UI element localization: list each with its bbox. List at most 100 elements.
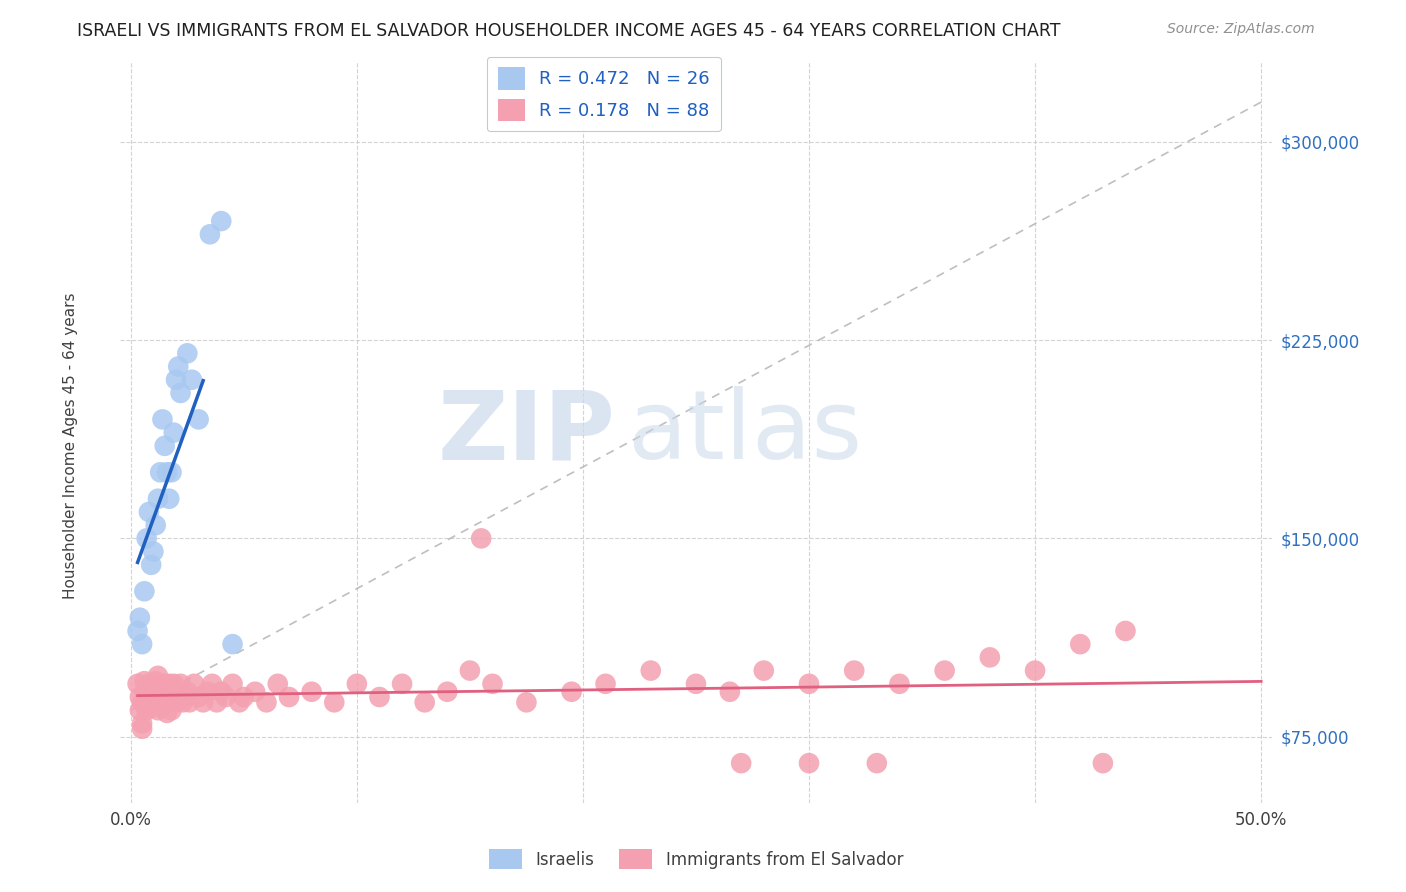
Point xyxy=(134,674,156,689)
Point xyxy=(135,703,157,717)
Point xyxy=(149,677,172,691)
Point xyxy=(149,465,172,479)
Point xyxy=(135,690,157,704)
Point xyxy=(128,703,150,717)
Point xyxy=(436,685,458,699)
Point xyxy=(301,685,323,699)
Point xyxy=(183,677,205,691)
Point xyxy=(209,214,232,228)
Point xyxy=(157,491,180,506)
Point xyxy=(256,695,278,709)
Point xyxy=(152,700,174,714)
Legend: Israelis, Immigrants from El Salvador: Israelis, Immigrants from El Salvador xyxy=(482,842,910,876)
Point xyxy=(138,677,160,691)
Point xyxy=(127,624,149,638)
Point xyxy=(198,227,221,242)
Point xyxy=(197,685,219,699)
Point xyxy=(128,611,150,625)
Point xyxy=(160,695,183,709)
Point xyxy=(163,425,186,440)
Point xyxy=(165,695,187,709)
Point xyxy=(187,412,209,426)
Point xyxy=(156,695,179,709)
Point xyxy=(228,695,250,709)
Point xyxy=(128,690,150,704)
Point xyxy=(685,677,707,691)
Point xyxy=(157,677,180,691)
Point xyxy=(752,664,775,678)
Point xyxy=(413,695,436,709)
Point xyxy=(323,695,346,709)
Point xyxy=(141,700,163,714)
Point xyxy=(131,637,153,651)
Text: atlas: atlas xyxy=(627,386,862,479)
Point xyxy=(232,690,254,704)
Point xyxy=(1024,664,1046,678)
Point xyxy=(163,677,186,691)
Point xyxy=(160,703,183,717)
Point xyxy=(1091,756,1114,771)
Point xyxy=(201,677,224,691)
Point xyxy=(160,465,183,479)
Point xyxy=(156,465,179,479)
Point xyxy=(215,690,238,704)
Point xyxy=(209,685,232,699)
Point xyxy=(152,412,174,426)
Point xyxy=(169,386,191,401)
Point xyxy=(191,695,214,709)
Point xyxy=(149,695,172,709)
Point xyxy=(934,664,956,678)
Text: ISRAELI VS IMMIGRANTS FROM EL SALVADOR HOUSEHOLDER INCOME AGES 45 - 64 YEARS COR: ISRAELI VS IMMIGRANTS FROM EL SALVADOR H… xyxy=(77,22,1062,40)
Point xyxy=(718,685,741,699)
Point xyxy=(146,491,169,506)
Point xyxy=(267,677,290,691)
Point xyxy=(167,359,190,374)
Point xyxy=(157,690,180,704)
Point xyxy=(458,664,481,678)
Point xyxy=(142,690,165,704)
Point xyxy=(145,674,167,689)
Point xyxy=(1114,624,1136,638)
Point xyxy=(187,690,209,704)
Point xyxy=(180,373,202,387)
Point xyxy=(146,703,169,717)
Point xyxy=(176,685,198,699)
Point xyxy=(172,695,194,709)
Point xyxy=(221,677,243,691)
Point xyxy=(149,690,172,704)
Point xyxy=(138,505,160,519)
Point xyxy=(176,346,198,360)
Point xyxy=(138,695,160,709)
Point xyxy=(205,695,228,709)
Point xyxy=(278,690,301,704)
Text: Source: ZipAtlas.com: Source: ZipAtlas.com xyxy=(1167,22,1315,37)
Point xyxy=(470,532,492,546)
Point xyxy=(141,558,163,572)
Point xyxy=(391,677,413,691)
Point xyxy=(131,722,153,736)
Point xyxy=(153,690,176,704)
Point xyxy=(1069,637,1091,651)
Point xyxy=(730,756,752,771)
Point xyxy=(142,677,165,691)
Text: Householder Income Ages 45 - 64 years: Householder Income Ages 45 - 64 years xyxy=(63,293,79,599)
Point xyxy=(640,664,662,678)
Point xyxy=(165,373,187,387)
Point xyxy=(797,756,820,771)
Point xyxy=(515,695,537,709)
Point xyxy=(889,677,911,691)
Point xyxy=(146,669,169,683)
Point xyxy=(153,439,176,453)
Point xyxy=(481,677,503,691)
Point xyxy=(152,685,174,699)
Point xyxy=(346,677,368,691)
Point xyxy=(243,685,266,699)
Point xyxy=(844,664,866,678)
Point xyxy=(127,677,149,691)
Point xyxy=(163,690,186,704)
Point xyxy=(221,637,243,651)
Text: ZIP: ZIP xyxy=(437,386,616,479)
Point xyxy=(142,544,165,558)
Point xyxy=(141,685,163,699)
Point xyxy=(134,685,156,699)
